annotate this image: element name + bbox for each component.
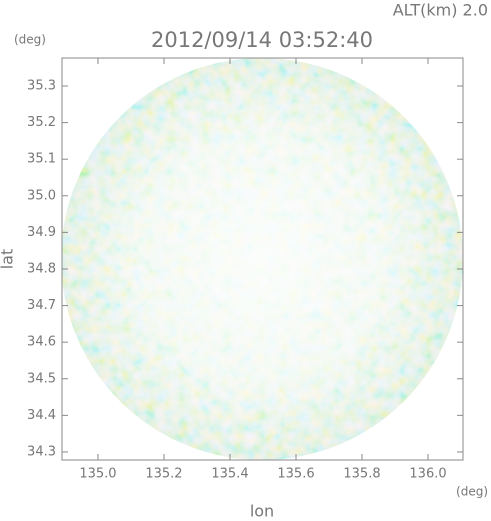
y-tick-label: 34.6 xyxy=(27,335,56,350)
y-tick-label: 34.9 xyxy=(27,225,56,240)
x-tick-label: 135.4 xyxy=(211,467,248,482)
y-tick-label: 35.2 xyxy=(27,115,56,130)
y-axis-label: lat xyxy=(0,249,17,270)
y-tick-label: 34.5 xyxy=(27,371,56,386)
chart-title: 2012/09/14 03:52:40 xyxy=(151,28,373,52)
x-tick-label: 136.0 xyxy=(409,467,446,482)
y-tick-label: 34.8 xyxy=(27,261,56,276)
x-tick-label: 135.2 xyxy=(145,467,182,482)
radar-field xyxy=(62,58,463,460)
x-axis-label: lon xyxy=(250,502,274,521)
y-tick-label: 34.3 xyxy=(27,444,56,459)
x-tick-label: 135.0 xyxy=(79,467,116,482)
subtitle: ALT(km) 2.0 xyxy=(393,1,488,20)
x-tick-label: 135.8 xyxy=(343,467,380,482)
x-tick-label: 135.6 xyxy=(277,467,314,482)
y-unit: (deg) xyxy=(14,33,46,47)
y-tick-label: 34.4 xyxy=(27,408,56,423)
y-tick-label: 35.1 xyxy=(27,152,56,167)
y-tick-label: 35.3 xyxy=(27,78,56,93)
plot-frame xyxy=(61,57,464,461)
x-unit: (deg) xyxy=(456,485,488,499)
y-tick-label: 34.7 xyxy=(27,298,56,313)
y-tick-label: 35.0 xyxy=(27,188,56,203)
